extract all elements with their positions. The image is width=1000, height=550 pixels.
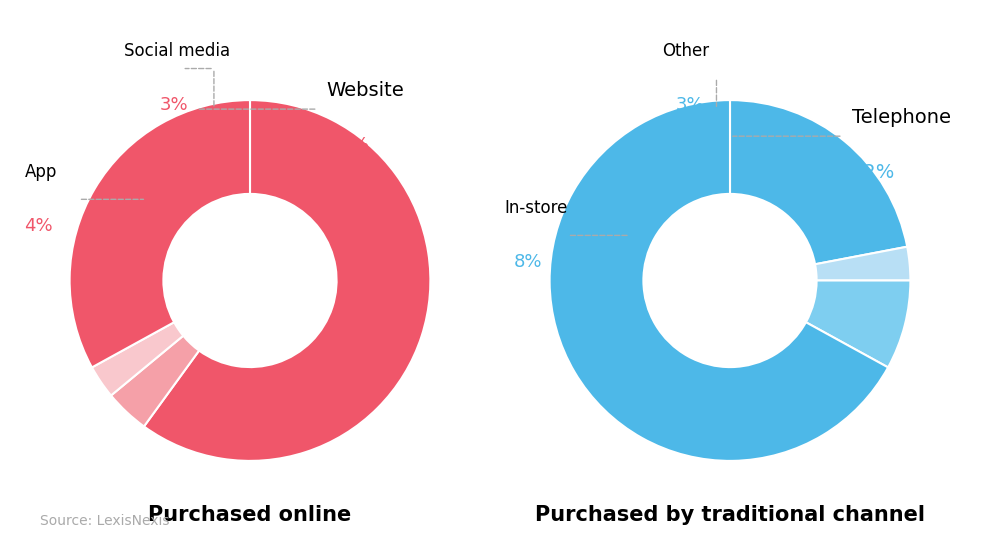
- Wedge shape: [730, 100, 907, 264]
- Wedge shape: [806, 280, 910, 367]
- Text: Social media: Social media: [124, 41, 230, 59]
- Text: 60%: 60%: [327, 136, 370, 155]
- Text: Source: LexisNexis: Source: LexisNexis: [40, 514, 170, 528]
- Title: Purchased online: Purchased online: [148, 505, 352, 525]
- Text: 8%: 8%: [514, 254, 542, 272]
- Text: 3%: 3%: [160, 96, 188, 114]
- Wedge shape: [92, 322, 183, 395]
- Title: Purchased by traditional channel: Purchased by traditional channel: [535, 505, 925, 525]
- Text: Telephone: Telephone: [852, 108, 951, 127]
- Text: 22%: 22%: [852, 163, 895, 182]
- Wedge shape: [70, 100, 250, 367]
- Wedge shape: [815, 247, 910, 280]
- Wedge shape: [111, 336, 199, 426]
- Text: 4%: 4%: [25, 217, 53, 235]
- Text: 3%: 3%: [676, 96, 705, 114]
- Text: In-store: In-store: [504, 199, 568, 217]
- Text: App: App: [25, 163, 57, 182]
- Text: Other: Other: [662, 41, 709, 59]
- Text: Website: Website: [327, 81, 404, 100]
- Wedge shape: [144, 100, 430, 461]
- Wedge shape: [550, 100, 888, 461]
